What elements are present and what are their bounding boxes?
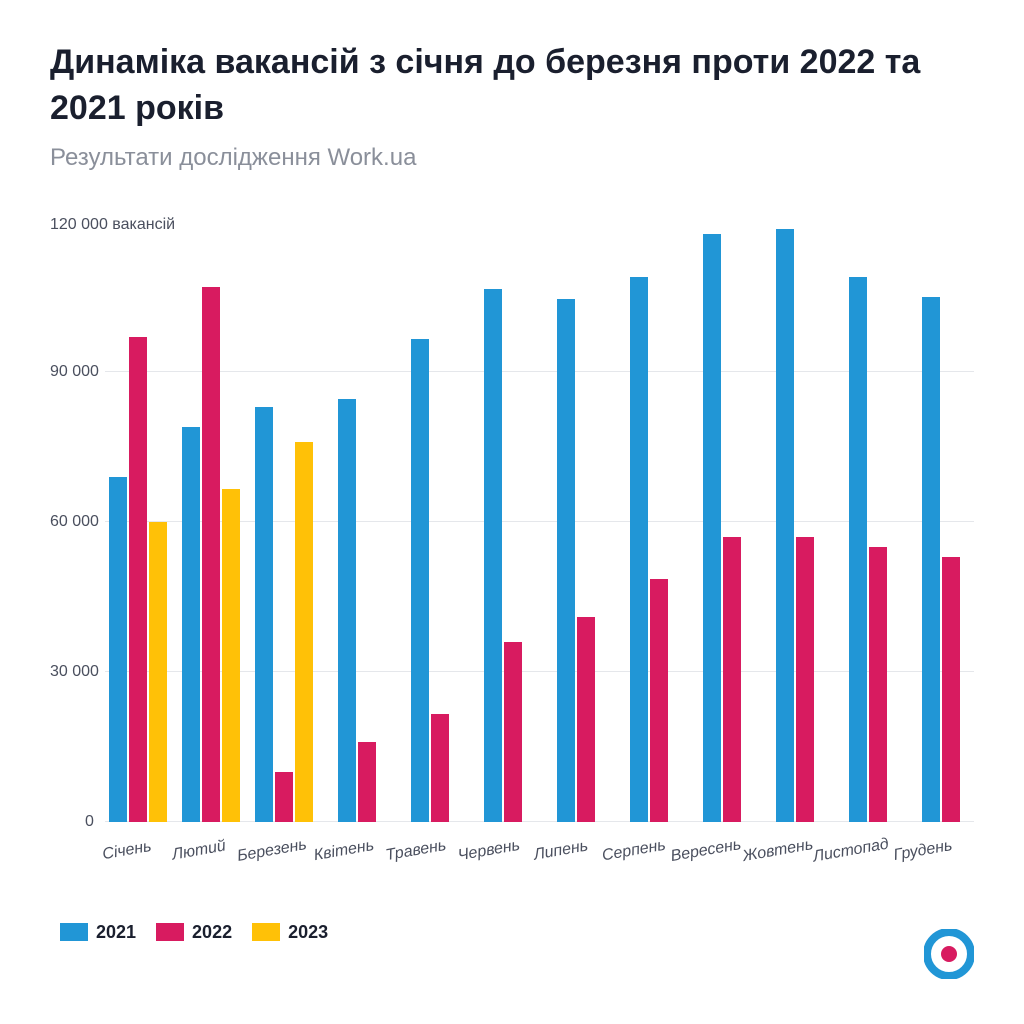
bar	[630, 277, 648, 822]
legend-label: 2023	[288, 922, 328, 943]
month-group	[178, 222, 243, 822]
x-tick-label: Вересень	[669, 836, 742, 866]
bar	[411, 339, 429, 822]
x-tick-label: Грудень	[893, 837, 955, 865]
bar	[275, 772, 293, 822]
x-tick-label: Березень	[235, 836, 307, 866]
x-tick-label: Травень	[385, 837, 448, 865]
month-group	[470, 222, 535, 822]
bars-container	[105, 222, 974, 822]
bar	[703, 234, 721, 822]
workua-logo-icon	[924, 929, 974, 979]
chart-subtitle: Результати дослідження Work.ua	[50, 144, 974, 172]
month-group	[251, 222, 316, 822]
bar	[182, 427, 200, 822]
x-tick-label: Квітень	[312, 837, 375, 865]
legend-item: 2023	[252, 922, 328, 943]
bar	[869, 547, 887, 822]
legend-label: 2021	[96, 922, 136, 943]
bar	[109, 477, 127, 822]
bar	[723, 537, 741, 822]
y-tick-label: 30 000	[50, 663, 99, 681]
month-group	[617, 222, 682, 822]
legend-swatch	[252, 923, 280, 941]
month-group	[836, 222, 901, 822]
y-tick-label: 90 000	[50, 363, 99, 381]
legend-item: 2021	[60, 922, 136, 943]
bar	[295, 442, 313, 822]
bar	[202, 287, 220, 822]
y-tick-label: 0	[85, 813, 94, 831]
legend-swatch	[156, 923, 184, 941]
legend-swatch	[60, 923, 88, 941]
chart-title: Динаміка вакансій з січня до березня про…	[50, 40, 974, 132]
bar	[484, 289, 502, 822]
legend-label: 2022	[192, 922, 232, 943]
month-group	[909, 222, 974, 822]
bar	[129, 337, 147, 822]
x-axis-labels: СіченьЛютийБерезеньКвітеньТравеньЧервень…	[105, 832, 974, 902]
bar	[942, 557, 960, 822]
x-tick-label: Січень	[101, 838, 153, 864]
chart-area: 120 000 вакансій 030 00060 00090 000	[105, 222, 974, 822]
x-tick-label: Лютий	[171, 837, 227, 864]
bar	[358, 742, 376, 822]
bar	[922, 297, 940, 822]
bar	[504, 642, 522, 822]
x-tick-label: Серпень	[600, 836, 666, 865]
month-group	[105, 222, 170, 822]
month-group	[690, 222, 755, 822]
bar	[849, 277, 867, 822]
bar	[577, 617, 595, 822]
bar	[222, 489, 240, 822]
month-group	[763, 222, 828, 822]
month-group	[543, 222, 608, 822]
bar	[431, 714, 449, 822]
bar	[338, 399, 356, 822]
bar	[557, 299, 575, 822]
bar	[776, 229, 794, 822]
bar	[255, 407, 273, 822]
x-tick-label: Липень	[533, 837, 590, 864]
bar	[650, 579, 668, 822]
bar	[796, 537, 814, 822]
legend: 2021 2022 2023	[60, 922, 974, 943]
month-group	[397, 222, 462, 822]
month-group	[324, 222, 389, 822]
bar	[149, 522, 167, 822]
x-tick-label: Листопад	[812, 835, 890, 866]
x-tick-label: Червень	[456, 836, 521, 865]
x-tick-label: Жовтень	[742, 836, 815, 866]
legend-item: 2022	[156, 922, 232, 943]
y-tick-label: 60 000	[50, 513, 99, 531]
